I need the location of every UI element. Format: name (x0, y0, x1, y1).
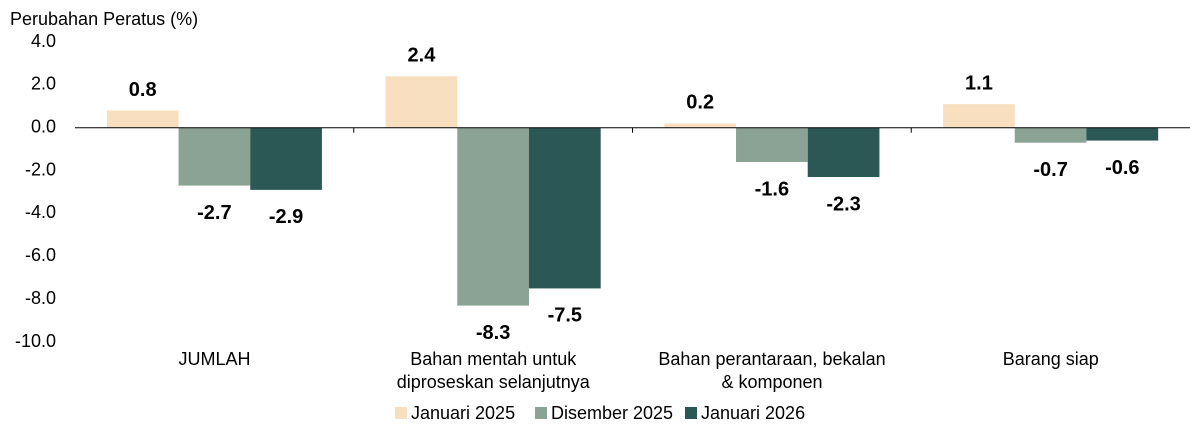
bar (106, 110, 179, 128)
y-tick-label: -6.0 (25, 245, 56, 265)
x-tick-label: Barang siap (1002, 349, 1099, 369)
legend-swatch (685, 407, 697, 419)
data-label: -7.5 (548, 305, 582, 327)
bar (807, 127, 880, 177)
bar (385, 76, 458, 128)
y-tick-label: 0.0 (31, 116, 56, 136)
y-tick-label: -10.0 (15, 331, 56, 351)
data-label: -2.7 (197, 202, 231, 224)
bar (178, 127, 251, 186)
bar (1086, 127, 1159, 141)
bar (736, 127, 808, 162)
data-label: -8.3 (476, 322, 510, 344)
y-axis-label: Perubahan Peratus (%) (10, 9, 198, 29)
legend-swatch (535, 407, 547, 419)
legend-label: Januari 2025 (411, 403, 515, 423)
y-tick-label: -2.0 (25, 159, 56, 179)
data-label: -0.6 (1105, 157, 1139, 179)
bar (528, 127, 601, 289)
data-label: 0.8 (129, 79, 157, 101)
data-label: -0.7 (1033, 159, 1067, 181)
legend-label: Disember 2025 (551, 403, 673, 423)
data-label: 1.1 (965, 72, 993, 94)
x-tick-label: Bahan mentah untuk diproseskan selanjutn… (396, 349, 590, 392)
x-tick-label: JUMLAH (178, 349, 251, 369)
bar (250, 127, 322, 190)
data-label: 2.4 (408, 45, 437, 67)
y-tick-label: -8.0 (25, 288, 56, 308)
legend-swatch (395, 407, 407, 419)
x-tick-label: Bahan perantaraan, bekalan & komponen (658, 349, 886, 392)
data-label: 0.2 (686, 92, 714, 114)
data-label: -2.9 (269, 206, 303, 228)
bar (664, 123, 737, 128)
data-label: -2.3 (826, 193, 860, 215)
y-tick-label: 4.0 (31, 31, 56, 51)
bar (943, 104, 1015, 128)
bar (1014, 127, 1087, 143)
data-label: -1.6 (755, 178, 789, 200)
y-tick-label: -4.0 (25, 202, 56, 222)
bar (457, 127, 529, 306)
y-tick-label: 2.0 (31, 74, 56, 94)
legend-label: Januari 2026 (701, 403, 805, 423)
